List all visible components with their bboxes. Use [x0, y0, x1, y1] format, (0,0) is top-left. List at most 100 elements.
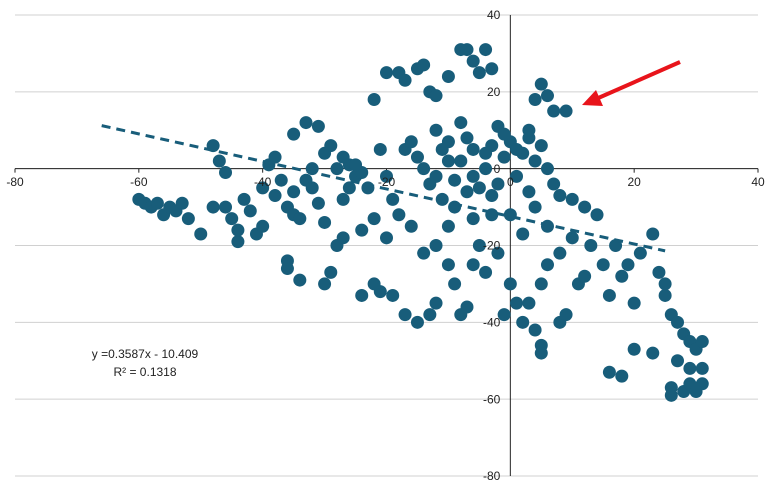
- point: [547, 104, 561, 118]
- point: [516, 227, 530, 241]
- point: [646, 346, 660, 360]
- point: [280, 262, 294, 276]
- point: [683, 361, 697, 375]
- point: [311, 196, 325, 210]
- point: [510, 142, 524, 156]
- point: [615, 269, 629, 283]
- point: [466, 212, 480, 226]
- point: [522, 123, 536, 137]
- point: [423, 308, 437, 322]
- point: [404, 135, 418, 149]
- point: [429, 296, 443, 310]
- point: [219, 200, 233, 214]
- point: [435, 192, 449, 206]
- y-tick-label: 0: [494, 162, 501, 176]
- y-tick-label: 40: [487, 8, 501, 22]
- point: [627, 342, 641, 356]
- arrow-annotation: [582, 60, 681, 106]
- point: [472, 66, 486, 80]
- point: [417, 246, 431, 260]
- overlay-layer: -80 -60 -40 -20 0 20 40 -80 -60 -40 -20 0 20 40: [6, 8, 765, 483]
- point: [237, 192, 251, 206]
- point: [528, 200, 542, 214]
- r-squared: R² = 0.1318: [113, 365, 176, 379]
- point: [293, 273, 307, 287]
- point: [243, 204, 257, 218]
- point: [448, 277, 462, 291]
- point: [584, 239, 598, 252]
- point: [578, 269, 592, 283]
- point: [324, 265, 338, 279]
- x-tick-label: -80: [6, 175, 24, 189]
- point: [373, 142, 387, 156]
- point: [318, 215, 332, 229]
- point: [448, 173, 462, 187]
- point: [689, 384, 703, 398]
- point: [553, 189, 567, 203]
- point: [503, 277, 517, 291]
- point: [472, 239, 486, 252]
- point: [522, 185, 536, 199]
- point: [460, 300, 474, 314]
- point: [534, 77, 548, 91]
- point: [553, 246, 567, 260]
- point: [454, 116, 468, 130]
- grid-layer: [14, 14, 759, 477]
- point: [194, 227, 208, 241]
- point: [695, 361, 709, 375]
- point: [652, 265, 666, 279]
- arrow-shaft: [595, 60, 681, 101]
- point: [441, 135, 455, 149]
- point: [175, 196, 189, 210]
- point: [150, 196, 164, 210]
- point: [448, 200, 462, 214]
- point: [367, 93, 381, 107]
- point: [441, 258, 455, 272]
- point: [256, 181, 270, 195]
- point: [479, 43, 493, 57]
- point: [671, 354, 685, 368]
- point: [380, 231, 393, 245]
- point: [664, 381, 678, 395]
- point: [336, 231, 350, 245]
- x-tick-label: -60: [130, 175, 148, 189]
- point: [287, 185, 301, 199]
- point: [404, 219, 418, 233]
- point: [293, 212, 307, 226]
- point: [441, 69, 455, 83]
- x-tick-label: 40: [751, 175, 765, 189]
- point: [231, 235, 245, 249]
- point: [671, 315, 685, 329]
- point: [429, 89, 443, 103]
- point: [287, 127, 301, 141]
- point: [510, 296, 524, 310]
- point: [658, 288, 672, 302]
- point: [534, 139, 548, 153]
- point: [429, 123, 443, 137]
- point: [225, 212, 239, 226]
- point: [441, 219, 455, 233]
- point: [460, 43, 474, 57]
- point: [516, 315, 530, 329]
- points-layer: [132, 43, 709, 402]
- point: [349, 158, 363, 172]
- point: [318, 277, 332, 291]
- point: [565, 231, 579, 245]
- point: [256, 219, 270, 233]
- y-tick-label: 20: [487, 85, 501, 99]
- point: [268, 189, 282, 203]
- point: [602, 288, 616, 302]
- point: [540, 219, 554, 233]
- point: [485, 189, 499, 203]
- point: [330, 162, 344, 176]
- point: [380, 169, 393, 183]
- point: [559, 104, 573, 118]
- point: [219, 166, 233, 180]
- point: [429, 169, 443, 183]
- point: [410, 315, 424, 329]
- point: [274, 173, 288, 187]
- x-tick-label: 0: [507, 175, 514, 189]
- point: [695, 335, 709, 349]
- point: [305, 181, 319, 195]
